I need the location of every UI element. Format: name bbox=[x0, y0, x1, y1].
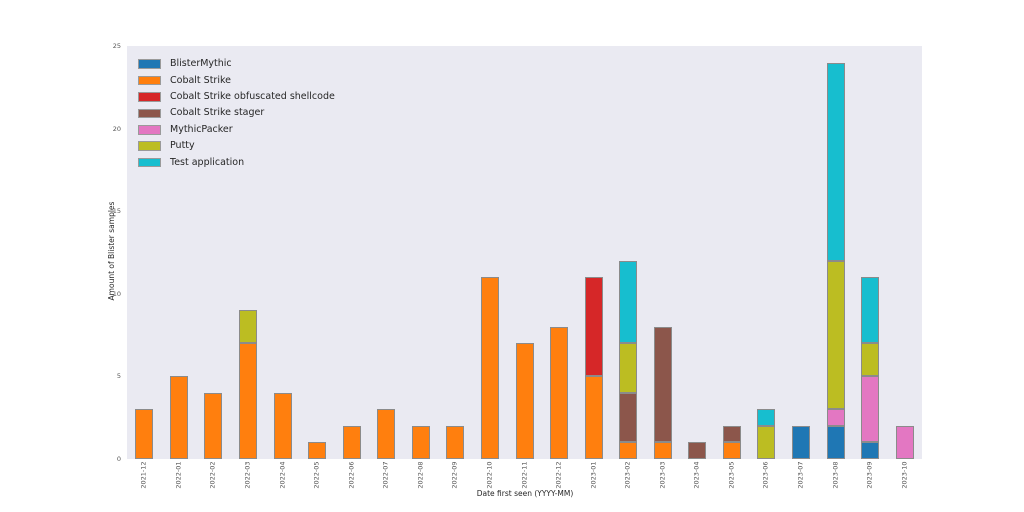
legend-swatch bbox=[138, 108, 161, 119]
bar-segment bbox=[135, 409, 154, 459]
x-tick-label: 2023-10 bbox=[900, 461, 909, 489]
bar-segment bbox=[204, 392, 223, 459]
x-tick-label: 2023-06 bbox=[761, 461, 770, 489]
legend-swatch bbox=[138, 157, 161, 168]
y-tick-label: 0 bbox=[116, 455, 121, 463]
legend-swatch bbox=[138, 75, 161, 86]
bar-segment bbox=[377, 409, 396, 459]
bar-segment bbox=[480, 277, 499, 459]
y-axis-label: Amount of Blister samples bbox=[107, 201, 116, 301]
bar-segment bbox=[619, 392, 638, 443]
bar-segment bbox=[238, 310, 257, 344]
x-tick-label: 2023-07 bbox=[796, 461, 805, 489]
x-tick-label: 2022-02 bbox=[208, 461, 217, 489]
legend-label: Putty bbox=[170, 140, 195, 152]
x-tick-label: 2022-04 bbox=[278, 461, 287, 489]
bar-segment bbox=[411, 425, 430, 459]
bar-segment bbox=[826, 425, 845, 459]
legend-item: Test application bbox=[138, 154, 335, 170]
bar-segment bbox=[861, 442, 880, 459]
bar-segment bbox=[826, 260, 845, 410]
bar-segment bbox=[722, 425, 741, 443]
legend: BlisterMythic Cobalt Strike Cobalt Strike … bbox=[138, 56, 335, 171]
bar-segment bbox=[273, 392, 292, 459]
bar-segment bbox=[584, 376, 603, 459]
bar-segment bbox=[861, 343, 880, 377]
y-tick-label: 20 bbox=[112, 124, 121, 133]
bar-segment bbox=[826, 62, 845, 261]
bar-segment bbox=[653, 326, 672, 443]
legend-label: Cobalt Strike stager bbox=[170, 107, 265, 119]
legend-item: Cobalt Strike stager bbox=[138, 105, 335, 121]
bar-segment bbox=[550, 326, 569, 459]
x-tick-label: 2021-12 bbox=[139, 461, 148, 489]
bar-segment bbox=[515, 343, 534, 459]
bar-segment bbox=[757, 425, 776, 459]
bar-segment bbox=[861, 376, 880, 443]
x-tick-label: 2023-08 bbox=[831, 461, 840, 489]
bar-segment bbox=[619, 260, 638, 344]
legend-label: MythicPacker bbox=[170, 123, 233, 135]
bar-segment bbox=[619, 343, 638, 393]
legend-item: Cobalt Strike bbox=[138, 72, 335, 88]
legend-item: BlisterMythic bbox=[138, 56, 335, 72]
y-tick-label: 10 bbox=[112, 289, 121, 298]
legend-item: MythicPacker bbox=[138, 122, 335, 138]
legend-label: Test application bbox=[170, 156, 245, 168]
bar-segment bbox=[584, 277, 603, 377]
bar-segment bbox=[688, 442, 707, 459]
x-tick-label: 2022-05 bbox=[312, 461, 321, 489]
y-tick-label: 25 bbox=[112, 42, 121, 50]
x-tick-label: 2022-01 bbox=[174, 461, 183, 489]
legend-label: Cobalt Strike bbox=[170, 74, 231, 86]
x-tick-label: 2023-09 bbox=[865, 461, 874, 489]
legend-label: Cobalt Strike obfuscated shellcode bbox=[170, 90, 335, 102]
bar-segment bbox=[169, 376, 188, 459]
bar-segment bbox=[446, 425, 465, 459]
y-tick-label: 15 bbox=[112, 207, 121, 216]
bar-segment bbox=[792, 425, 811, 459]
bar-segment bbox=[895, 425, 914, 459]
bar-segment bbox=[826, 409, 845, 426]
legend-label: BlisterMythic bbox=[170, 58, 232, 70]
x-axis-label: Date first seen (YYYY-MM) bbox=[476, 489, 574, 498]
bar-segment bbox=[238, 343, 257, 459]
legend-swatch bbox=[138, 59, 161, 69]
bar-segment bbox=[342, 425, 361, 459]
y-tick-label: 5 bbox=[116, 372, 121, 381]
legend-swatch bbox=[138, 92, 161, 102]
legend-swatch bbox=[138, 125, 161, 135]
bar-segment bbox=[308, 442, 327, 459]
bar-segment bbox=[722, 442, 741, 459]
bar-segment bbox=[861, 277, 880, 344]
legend-item: Cobalt Strike obfuscated shellcode bbox=[138, 89, 335, 105]
x-tick-label: 2023-05 bbox=[727, 461, 736, 489]
bar-segment bbox=[653, 442, 672, 459]
bar-segment bbox=[619, 442, 638, 459]
legend-swatch bbox=[138, 141, 161, 151]
legend-item: Putty bbox=[138, 138, 335, 154]
bar-segment bbox=[757, 409, 776, 426]
x-tick-label: 2022-03 bbox=[243, 461, 252, 489]
